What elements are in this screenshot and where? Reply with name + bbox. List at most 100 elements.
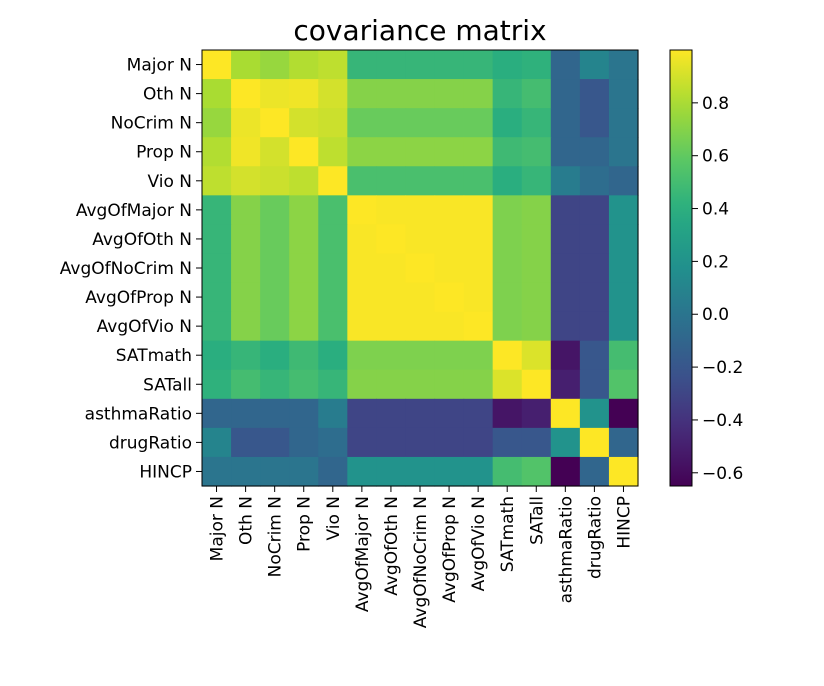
heatmap-cell-13-5 <box>347 427 377 458</box>
heatmap-cell-8-6 <box>376 282 407 313</box>
heatmap-cell-4-7 <box>405 166 436 196</box>
heatmap-cell-5-2 <box>260 195 290 225</box>
x-axis-ticks: Major N Oth N NoCrim N Prop N Vio N AvgOfMajo… <box>208 486 634 628</box>
heatmap-cell-6-6 <box>376 224 407 255</box>
heatmap-cell-2-4 <box>318 108 348 138</box>
heatmap-cell-9-1 <box>231 311 261 342</box>
heatmap-cell-0-3 <box>289 50 319 80</box>
heatmap-cell-12-10 <box>492 398 523 429</box>
y-tick-label: HINCP <box>139 462 192 482</box>
y-tick-label: SATmath <box>116 346 192 366</box>
heatmap-cell-11-8 <box>434 369 465 400</box>
heatmap-cell-9-11 <box>521 311 552 342</box>
heatmap-cell-3-4 <box>318 137 348 167</box>
heatmap-cell-11-2 <box>260 369 290 400</box>
heatmap-cell-10-2 <box>260 340 290 371</box>
heatmap-cell-5-11 <box>521 195 552 225</box>
heatmap-cell-3-5 <box>347 137 377 167</box>
heatmap-cell-14-6 <box>376 456 407 487</box>
heatmap-cell-2-12 <box>550 108 581 138</box>
heatmap-cell-11-14 <box>608 369 639 400</box>
colorbar-tick-label: −0.2 <box>702 358 743 378</box>
heatmap-cell-13-10 <box>492 427 523 458</box>
heatmap-cell-6-4 <box>318 224 348 255</box>
colorbar-tick-label: −0.6 <box>702 464 743 484</box>
heatmap-cell-8-3 <box>289 282 319 313</box>
heatmap-cell-7-13 <box>579 253 610 284</box>
heatmap-cell-8-1 <box>231 282 261 313</box>
heatmap-cell-0-1 <box>231 50 261 80</box>
heatmap-cell-8-5 <box>347 282 377 313</box>
heatmap-cell-9-12 <box>550 311 581 342</box>
heatmap-cell-6-13 <box>579 224 610 255</box>
heatmap-cell-12-1 <box>231 398 261 429</box>
heatmap-cell-11-13 <box>579 369 610 400</box>
heatmap-cell-14-7 <box>405 456 436 487</box>
heatmap-cell-1-14 <box>608 79 639 109</box>
heatmap-cell-9-14 <box>608 311 639 342</box>
y-tick-label: SATall <box>143 375 192 395</box>
heatmap-cell-10-10 <box>492 340 523 371</box>
heatmap-cell-4-10 <box>492 166 523 196</box>
x-tick-label: SATall <box>527 496 547 545</box>
heatmap-cell-2-14 <box>608 108 639 138</box>
heatmap-cell-10-3 <box>289 340 319 371</box>
heatmap-cell-10-8 <box>434 340 465 371</box>
heatmap-cell-1-3 <box>289 79 319 109</box>
heatmap-cell-2-6 <box>376 108 407 138</box>
heatmap-cell-6-1 <box>231 224 261 255</box>
x-tick-label: asthmaRatio <box>556 496 576 603</box>
heatmap-cell-9-5 <box>347 311 377 342</box>
heatmap-cell-7-1 <box>231 253 261 284</box>
heatmap-cell-5-0 <box>202 195 232 225</box>
heatmap-cell-4-5 <box>347 166 377 196</box>
y-tick-label: Vio N <box>147 172 192 192</box>
heatmap-cell-12-2 <box>260 398 290 429</box>
heatmap-cell-3-1 <box>231 137 261 167</box>
heatmap-cell-13-11 <box>521 427 552 458</box>
heatmap-cell-9-10 <box>492 311 523 342</box>
heatmap-cell-13-7 <box>405 427 436 458</box>
heatmap-cell-1-13 <box>579 79 610 109</box>
heatmap-cell-11-9 <box>463 369 494 400</box>
colorbar-ticks: −0.6 −0.4 −0.2 0.0 0.2 0.4 0.6 0.8 <box>692 94 743 484</box>
heatmap-cell-14-14 <box>608 456 639 487</box>
heatmap-cell-4-4 <box>318 166 348 196</box>
heatmap-cell-7-12 <box>550 253 581 284</box>
heatmap-cell-9-13 <box>579 311 610 342</box>
heatmap-cell-3-8 <box>434 137 465 167</box>
heatmap-cell-7-0 <box>202 253 232 284</box>
heatmap-cell-0-6 <box>376 50 407 80</box>
heatmap-cell-1-5 <box>347 79 377 109</box>
heatmap-cell-1-7 <box>405 79 436 109</box>
heatmap-cell-13-4 <box>318 427 348 458</box>
heatmap-cell-3-2 <box>260 137 290 167</box>
heatmap-cell-7-7 <box>405 253 436 284</box>
heatmap-cell-0-7 <box>405 50 436 80</box>
heatmap-cell-14-8 <box>434 456 465 487</box>
heatmap-cell-10-13 <box>579 340 610 371</box>
heatmap-cell-10-0 <box>202 340 232 371</box>
heatmap-cell-11-0 <box>202 369 232 400</box>
heatmap-cell-13-13 <box>579 427 610 458</box>
heatmap-cell-5-12 <box>550 195 581 225</box>
heatmap-cell-6-7 <box>405 224 436 255</box>
x-tick-label: HINCP <box>614 496 634 549</box>
heatmap-cell-0-11 <box>521 50 552 80</box>
heatmap-cell-14-13 <box>579 456 610 487</box>
heatmap-cell-12-4 <box>318 398 348 429</box>
heatmap-cell-3-14 <box>608 137 639 167</box>
heatmap-cell-6-12 <box>550 224 581 255</box>
heatmap-cell-11-1 <box>231 369 261 400</box>
heatmap-cell-5-14 <box>608 195 639 225</box>
heatmap-cell-14-4 <box>318 456 348 487</box>
heatmap-cell-8-12 <box>550 282 581 313</box>
heatmap-cell-1-11 <box>521 79 552 109</box>
heatmap-cell-7-5 <box>347 253 377 284</box>
heatmap-cell-10-7 <box>405 340 436 371</box>
heatmap-cell-11-3 <box>289 369 319 400</box>
heatmap-cell-11-4 <box>318 369 348 400</box>
heatmap-cell-8-2 <box>260 282 290 313</box>
heatmap-cell-4-0 <box>202 166 232 196</box>
heatmap-cell-4-9 <box>463 166 494 196</box>
